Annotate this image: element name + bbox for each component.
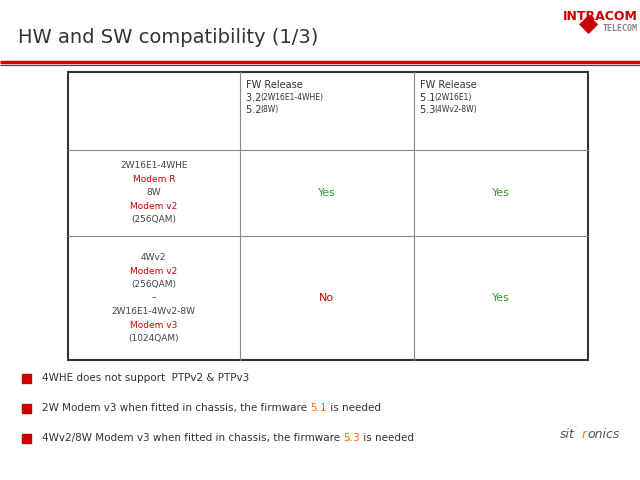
Text: FW Release: FW Release xyxy=(246,80,302,90)
Text: (4Wv2-8W): (4Wv2-8W) xyxy=(435,105,477,114)
Text: 5.3: 5.3 xyxy=(420,105,438,115)
Bar xyxy=(22,404,31,412)
Text: 3.2: 3.2 xyxy=(246,93,264,103)
Text: 2W16E1-4WHE: 2W16E1-4WHE xyxy=(120,161,188,170)
Text: 2W16E1-4Wv2-8W: 2W16E1-4Wv2-8W xyxy=(112,307,196,316)
Text: 2W Modem v3 when fitted in chassis, the firmware: 2W Modem v3 when fitted in chassis, the … xyxy=(42,403,310,413)
Text: is needed: is needed xyxy=(360,433,414,443)
Text: is needed: is needed xyxy=(327,403,381,413)
Text: 5.3: 5.3 xyxy=(344,433,360,443)
Text: 4WHE does not support  PTPv2 & PTPv3: 4WHE does not support PTPv2 & PTPv3 xyxy=(42,373,249,383)
Text: –: – xyxy=(152,294,156,302)
Text: Modem R: Modem R xyxy=(132,175,175,184)
Text: TELECOM: TELECOM xyxy=(603,24,638,33)
Text: (2W16E1): (2W16E1) xyxy=(435,93,472,102)
Text: 4Wv2/8W Modem v3 when fitted in chassis, the firmware: 4Wv2/8W Modem v3 when fitted in chassis,… xyxy=(42,433,344,443)
Text: sit: sit xyxy=(560,429,575,442)
Text: 8W: 8W xyxy=(147,189,161,197)
Text: (256QAM): (256QAM) xyxy=(131,216,176,225)
Text: No: No xyxy=(319,293,334,303)
Text: Modem v2: Modem v2 xyxy=(130,266,177,276)
Text: Yes: Yes xyxy=(492,293,510,303)
Text: r: r xyxy=(582,429,587,442)
Bar xyxy=(22,433,31,443)
Text: 4Wv2: 4Wv2 xyxy=(141,253,166,262)
Text: Yes: Yes xyxy=(492,188,510,198)
Text: Modem v3: Modem v3 xyxy=(130,321,177,330)
Text: (2W16E1-4WHE): (2W16E1-4WHE) xyxy=(260,93,324,102)
Text: (1024QAM): (1024QAM) xyxy=(129,334,179,343)
Text: 5.1: 5.1 xyxy=(310,403,327,413)
Text: HW and SW compatibility (1/3): HW and SW compatibility (1/3) xyxy=(18,28,318,47)
Text: Yes: Yes xyxy=(318,188,335,198)
Text: ◆: ◆ xyxy=(579,12,598,36)
Bar xyxy=(22,373,31,383)
Text: Modem v2: Modem v2 xyxy=(130,202,177,211)
Text: 5.2: 5.2 xyxy=(246,105,264,115)
Text: INTRACOM: INTRACOM xyxy=(563,10,638,23)
Text: onics: onics xyxy=(587,429,620,442)
Text: 5.1: 5.1 xyxy=(420,93,438,103)
Text: (256QAM): (256QAM) xyxy=(131,280,176,289)
Text: (8W): (8W) xyxy=(260,105,279,114)
Text: FW Release: FW Release xyxy=(420,80,477,90)
